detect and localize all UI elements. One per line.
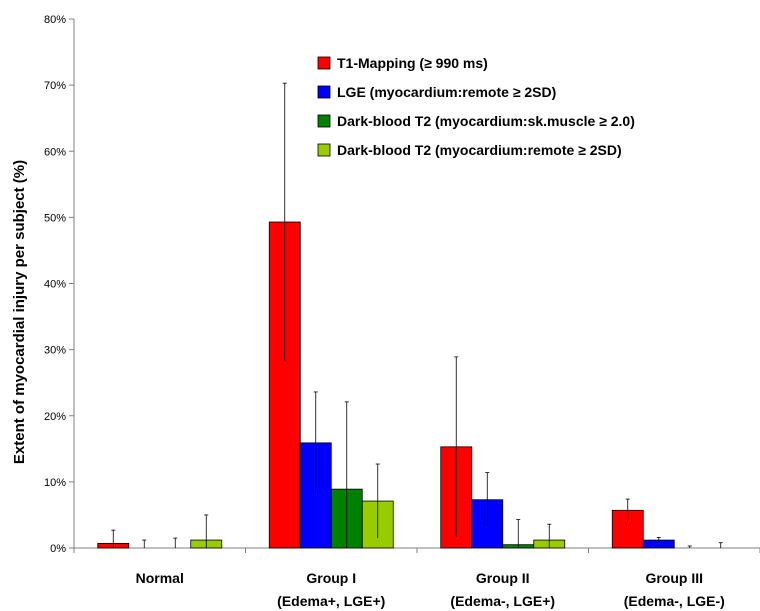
y-tick-label: 80% <box>44 14 66 26</box>
category-label: Group II <box>476 570 530 586</box>
category-sublabel: (Edema+, LGE+) <box>277 593 385 609</box>
y-axis-title: Extent of myocardial injury per subject … <box>11 160 28 464</box>
y-axis-ticks: 0% 10% 20% 30% 40% 50% 60% 70% 80% <box>44 14 74 555</box>
y-tick-label: 10% <box>44 477 66 489</box>
chart-error-bars <box>111 82 723 548</box>
y-tick-label: 20% <box>44 411 66 423</box>
bar <box>268 221 301 549</box>
category-sublabel: (Edema-, LGE+) <box>450 593 555 609</box>
y-tick-label: 40% <box>44 279 66 291</box>
chart-legend: T1-Mapping (≥ 990 ms) LGE (myocardium:rem… <box>317 55 635 158</box>
legend-swatch <box>317 85 331 99</box>
x-axis-categories: Normal Group I (Edema+, LGE+) Group II (Edem… <box>136 570 725 609</box>
category-label: Normal <box>136 570 184 586</box>
category-sublabel: (Edema-, LGE-) <box>624 593 725 609</box>
legend-label: LGE (myocardium:remote ≥ 2SD) <box>337 84 556 100</box>
category-label: Group I <box>306 570 356 586</box>
legend-label: Dark-blood T2 (myocardium:remote ≥ 2SD) <box>337 142 622 158</box>
legend-swatch <box>317 56 331 70</box>
chart-bars <box>97 221 675 549</box>
y-tick-label: 0% <box>50 543 66 555</box>
legend-swatch <box>317 114 331 128</box>
y-tick-label: 50% <box>44 212 66 224</box>
y-tick-label: 70% <box>44 80 66 92</box>
legend-label: Dark-blood T2 (myocardium:sk.muscle ≥ 2.… <box>337 113 635 129</box>
legend-label: T1-Mapping (≥ 990 ms) <box>337 55 488 71</box>
y-tick-label: 60% <box>44 146 66 158</box>
legend-swatch <box>317 143 331 157</box>
y-tick-label: 30% <box>44 345 66 357</box>
category-label: Group III <box>645 570 703 586</box>
